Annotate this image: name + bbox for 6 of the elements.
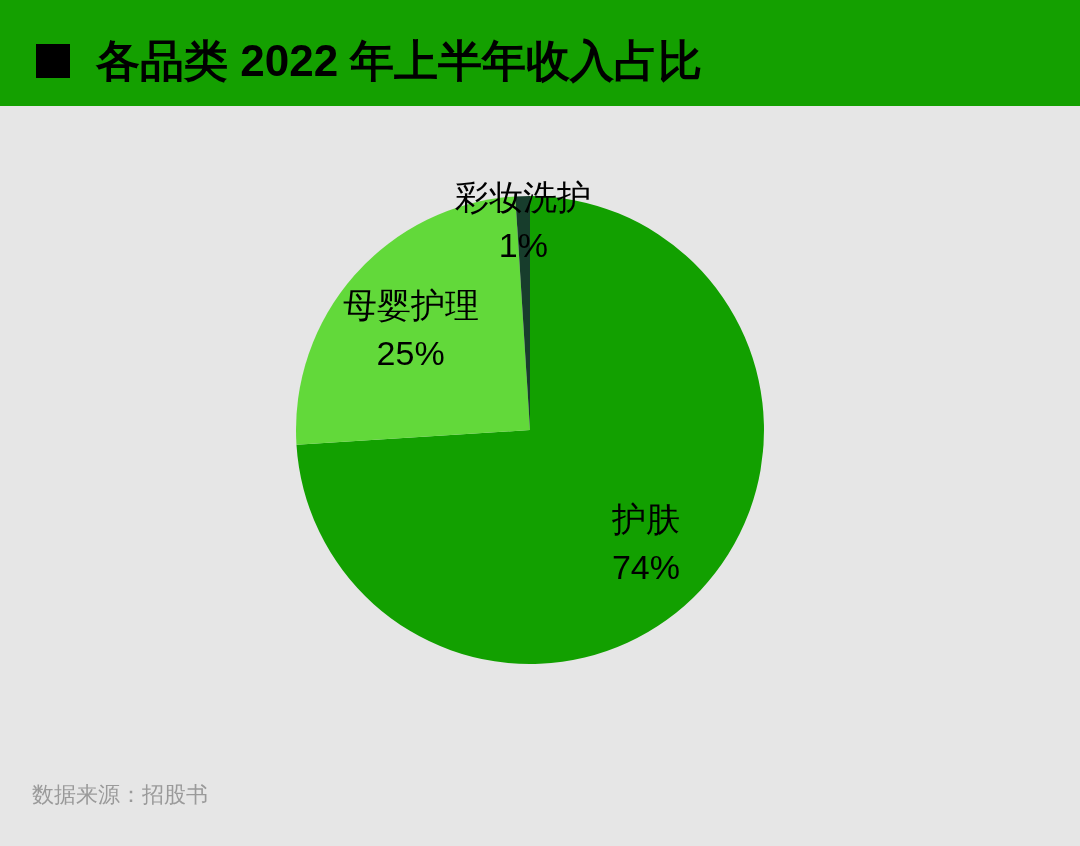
- chart-title: 各品类 2022 年上半年收入占比: [95, 36, 703, 85]
- data-label: 74%: [611, 547, 681, 586]
- slice-label: 母婴护理: [342, 285, 479, 324]
- source-note: 数据来源：招股书: [32, 782, 208, 807]
- slice-label: 护肤: [610, 499, 680, 538]
- data-label: 25%: [376, 333, 445, 372]
